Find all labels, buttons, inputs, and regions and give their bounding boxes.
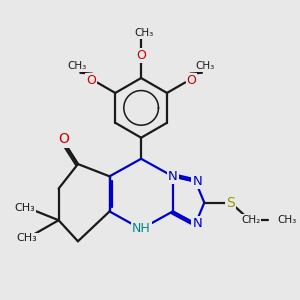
Text: NH: NH <box>132 223 151 236</box>
Text: N: N <box>192 175 202 188</box>
Text: N: N <box>168 170 178 183</box>
Text: CH₃: CH₃ <box>14 203 35 213</box>
Text: CH₃: CH₃ <box>196 61 215 71</box>
Text: N: N <box>192 217 202 230</box>
Text: CH₂: CH₂ <box>241 215 260 225</box>
Text: O: O <box>58 133 69 146</box>
Text: CH₃: CH₃ <box>16 233 37 244</box>
Text: CH₃: CH₃ <box>134 28 154 38</box>
Text: CH₃: CH₃ <box>67 61 86 71</box>
Text: O: O <box>187 74 196 87</box>
Text: O: O <box>136 50 146 62</box>
Text: O: O <box>86 74 96 87</box>
Text: CH₃: CH₃ <box>277 215 296 225</box>
Text: S: S <box>226 196 235 210</box>
